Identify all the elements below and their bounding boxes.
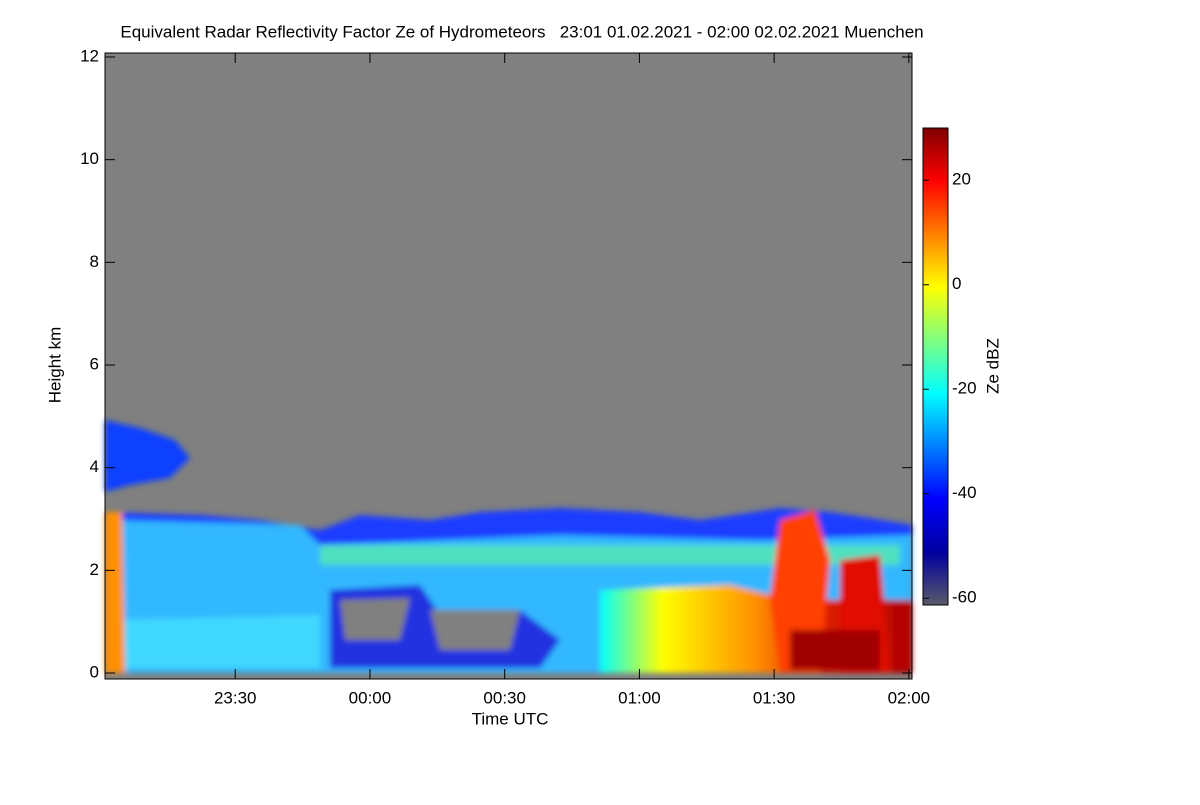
y-tick-label: 10 (80, 149, 99, 168)
plot-area (105, 53, 912, 679)
colorbar-tick-label: -20 (952, 379, 977, 398)
colorbar-label: Ze dBZ (983, 338, 1002, 394)
x-tick-label: 02:00 (888, 688, 931, 707)
y-tick-label: 0 (90, 662, 99, 681)
y-tick-label: 8 (90, 252, 99, 271)
chart-title: Equivalent Radar Reflectivity Factor Ze … (120, 22, 923, 41)
y-axis-label: Height km (45, 327, 64, 404)
x-tick-label: 00:00 (349, 688, 392, 707)
colorbar (922, 127, 949, 606)
colorbar-tick-label: -60 (952, 588, 977, 607)
x-axis-label: Time UTC (472, 709, 549, 728)
x-tick-label: 01:00 (618, 688, 661, 707)
y-tick-label: 6 (90, 354, 99, 373)
x-tick-label: 01:30 (753, 688, 796, 707)
plot-frame (104, 52, 913, 680)
echo-image (105, 420, 912, 673)
y-tick-label: 2 (90, 560, 99, 579)
x-tick-label: 00:30 (483, 688, 526, 707)
y-tick-label: 12 (80, 46, 99, 65)
y-tick-label: 4 (90, 457, 99, 476)
colorbar-tick-label: -40 (952, 483, 977, 502)
colorbar-tick-label: 20 (952, 170, 971, 189)
x-tick-label: 23:30 (214, 688, 257, 707)
colorbar-tick-label: 0 (952, 274, 961, 293)
